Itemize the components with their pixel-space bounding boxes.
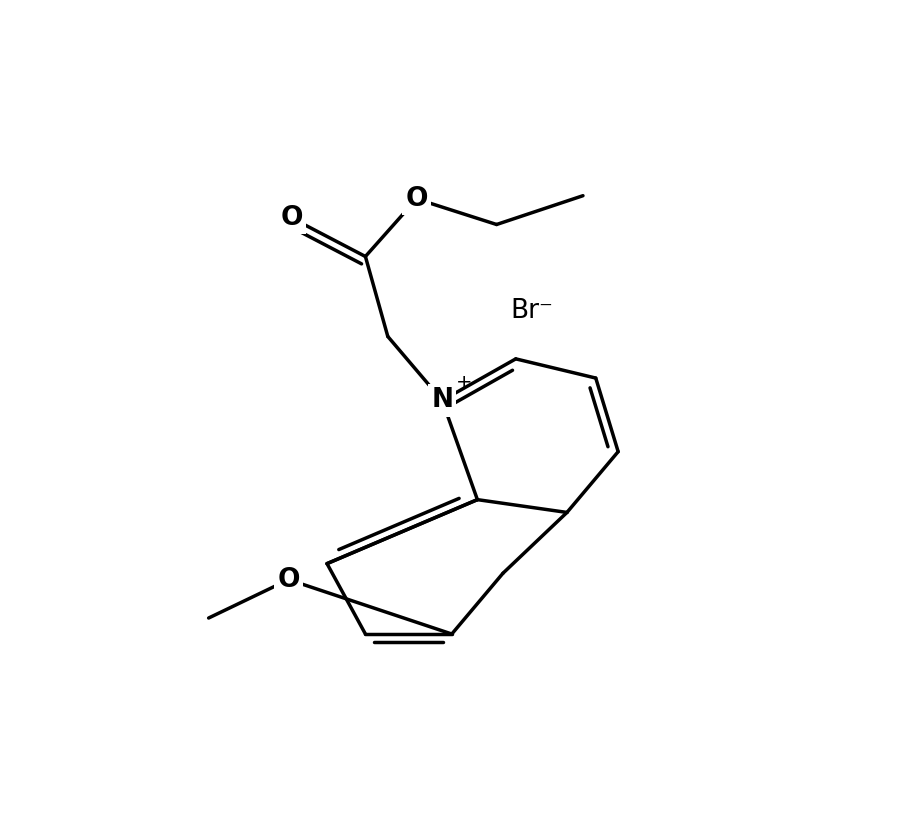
Text: O: O: [405, 186, 428, 212]
Text: O: O: [278, 567, 300, 593]
Text: +: +: [457, 373, 473, 392]
Text: O: O: [280, 205, 303, 231]
Text: Br⁻: Br⁻: [510, 297, 553, 324]
Text: N: N: [431, 387, 453, 414]
